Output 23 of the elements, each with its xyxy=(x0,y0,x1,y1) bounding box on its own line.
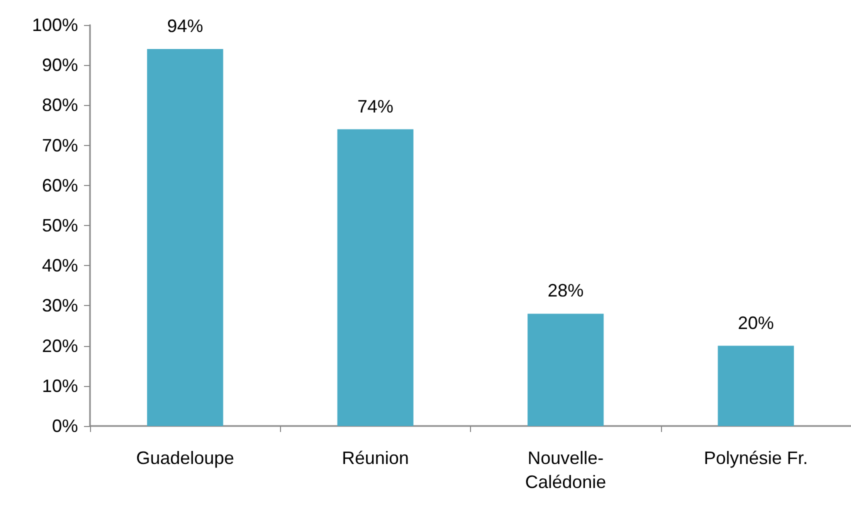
y-tick-label: 20% xyxy=(42,336,78,356)
x-tick-label: Polynésie Fr. xyxy=(704,448,808,468)
y-tick-label: 80% xyxy=(42,95,78,116)
data-label: 20% xyxy=(738,312,774,333)
y-tick-label: 0% xyxy=(52,416,78,436)
y-tick-label: 50% xyxy=(42,216,78,236)
bar xyxy=(147,49,224,426)
y-tick-label: 70% xyxy=(42,135,78,156)
y-tick-label: 30% xyxy=(42,296,78,316)
data-label: 74% xyxy=(357,96,394,116)
data-label: 28% xyxy=(548,280,584,301)
data-label: 94% xyxy=(167,16,204,36)
x-tick-label: Guadeloupe xyxy=(136,448,234,468)
y-tick-label: 40% xyxy=(42,256,78,276)
y-tick-label: 90% xyxy=(42,55,78,76)
y-tick-label: 100% xyxy=(32,15,78,35)
x-tick-label: Réunion xyxy=(342,448,409,468)
bar xyxy=(337,129,414,426)
x-tick-label: Nouvelle-Calédonie xyxy=(525,448,606,492)
y-tick-label: 10% xyxy=(42,376,78,396)
bar xyxy=(528,314,604,426)
y-tick-label: 60% xyxy=(42,175,78,196)
bar xyxy=(718,346,794,426)
